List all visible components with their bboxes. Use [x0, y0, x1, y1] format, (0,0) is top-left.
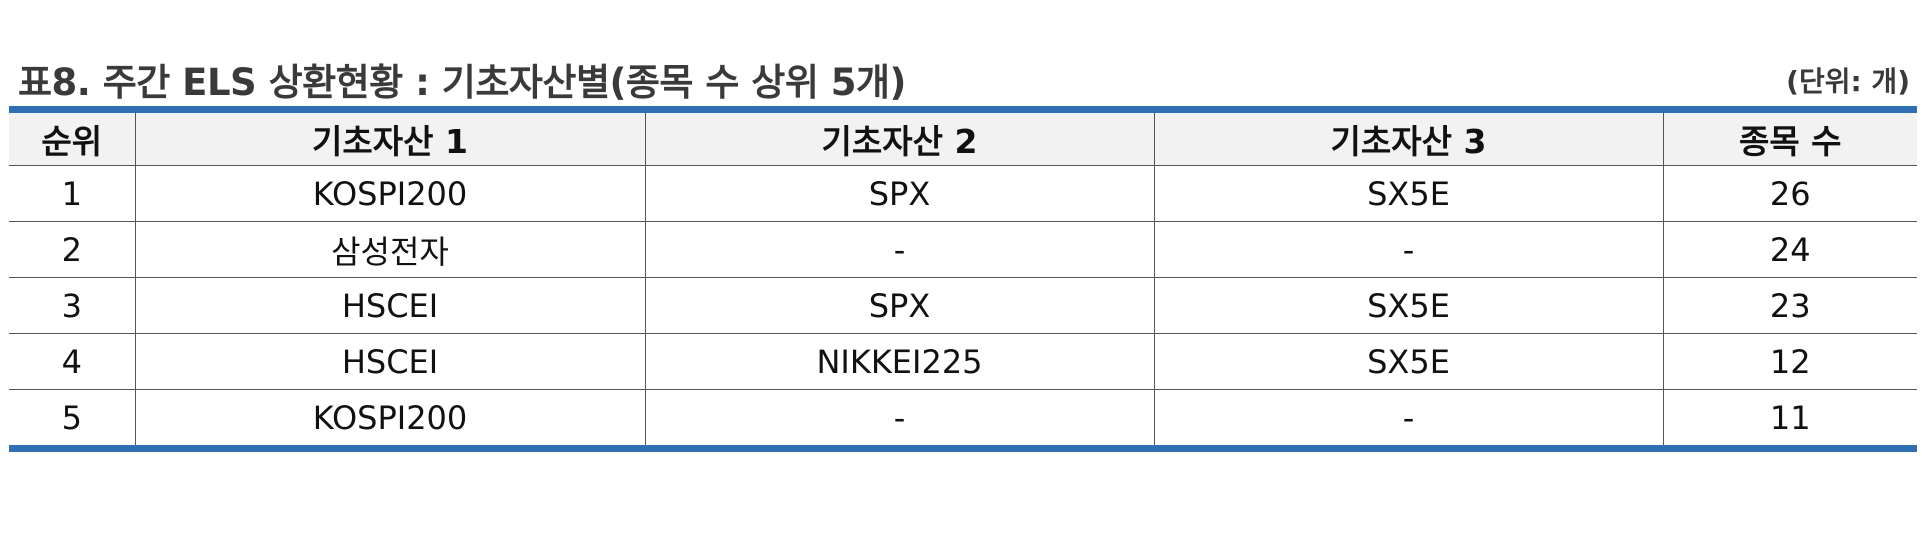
- cell-count: 12: [1662, 333, 1917, 390]
- table-row: 5 KOSPI200 - - 11: [9, 389, 1917, 449]
- cell-rank: 1: [9, 165, 135, 222]
- cell-rank: 3: [9, 277, 135, 334]
- els-redemption-table: 순위 기초자산 1 기초자산 2 기초자산 3 종목 수 1 KOSPI200 …: [9, 106, 1917, 452]
- cell-underlying-1: 삼성전자: [134, 221, 645, 278]
- cell-rank: 4: [9, 333, 135, 390]
- cell-underlying-1: KOSPI200: [134, 389, 645, 449]
- cell-rank: 2: [9, 221, 135, 278]
- cell-underlying-3: SX5E: [1153, 277, 1663, 334]
- table-row: 4 HSCEI NIKKEI225 SX5E 12: [9, 333, 1917, 390]
- els-table-container: 순위 기초자산 1 기초자산 2 기초자산 3 종목 수 1 KOSPI200 …: [9, 106, 1917, 452]
- header-row: 순위 기초자산 1 기초자산 2 기초자산 3 종목 수: [9, 109, 1917, 166]
- header-rank: 순위: [9, 109, 135, 166]
- table-title: 표8. 주간 ELS 상환현황 : 기초자산별(종목 수 상위 5개): [18, 61, 906, 104]
- cell-count: 23: [1662, 277, 1917, 334]
- cell-underlying-2: SPX: [644, 277, 1154, 334]
- cell-underlying-3: -: [1153, 221, 1663, 278]
- header-underlying-2: 기초자산 2: [644, 109, 1154, 166]
- cell-underlying-2: SPX: [644, 165, 1154, 222]
- header-count: 종목 수: [1662, 109, 1917, 166]
- cell-underlying-1: KOSPI200: [134, 165, 645, 222]
- cell-count: 24: [1662, 221, 1917, 278]
- cell-count: 11: [1662, 389, 1917, 449]
- cell-underlying-3: SX5E: [1153, 165, 1663, 222]
- cell-underlying-1: HSCEI: [134, 333, 645, 390]
- title-row: 표8. 주간 ELS 상환현황 : 기초자산별(종목 수 상위 5개) (단위:…: [18, 52, 1910, 104]
- cell-underlying-2: -: [644, 221, 1154, 278]
- cell-underlying-2: NIKKEI225: [644, 333, 1154, 390]
- table-row: 1 KOSPI200 SPX SX5E 26: [9, 165, 1917, 222]
- table-row: 3 HSCEI SPX SX5E 23: [9, 277, 1917, 334]
- table-row: 2 삼성전자 - - 24: [9, 221, 1917, 278]
- cell-underlying-2: -: [644, 389, 1154, 449]
- unit-label: (단위: 개): [1786, 65, 1910, 98]
- cell-underlying-3: -: [1153, 389, 1663, 449]
- cell-count: 26: [1662, 165, 1917, 222]
- cell-underlying-3: SX5E: [1153, 333, 1663, 390]
- header-underlying-3: 기초자산 3: [1153, 109, 1663, 166]
- header-underlying-1: 기초자산 1: [134, 109, 645, 166]
- cell-rank: 5: [61, 398, 82, 437]
- cell-underlying-1: HSCEI: [134, 277, 645, 334]
